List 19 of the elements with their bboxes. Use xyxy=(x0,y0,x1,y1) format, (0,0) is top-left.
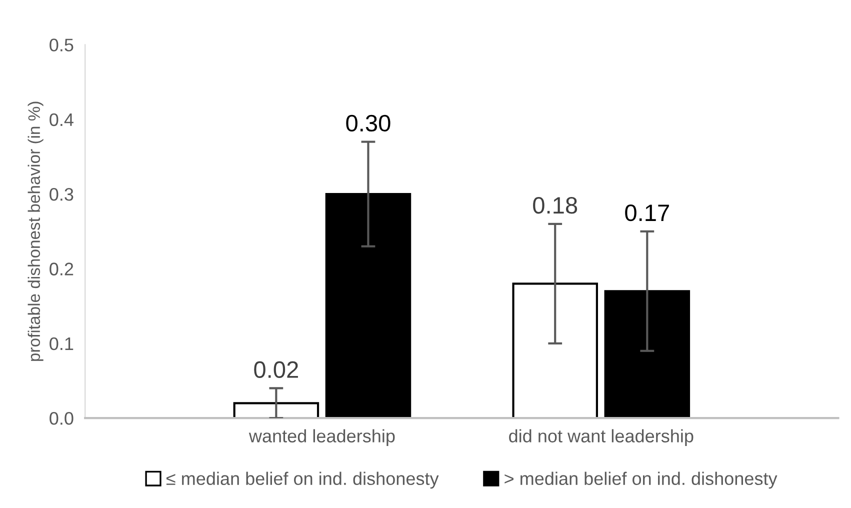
y-tick-label: 0.3 xyxy=(50,188,74,201)
data-label: 0.02 xyxy=(254,361,298,378)
legend-label: > median belief on ind. dishonesty xyxy=(504,472,778,489)
y-tick-label: 0.0 xyxy=(50,412,74,425)
y-tick-label: 0.5 xyxy=(50,38,74,52)
data-label: 0.30 xyxy=(346,114,390,132)
data-label: 0.17 xyxy=(625,204,669,222)
bar xyxy=(233,402,320,418)
y-axis-title: profitable dishonest behavior (in %) xyxy=(28,102,44,361)
x-tick-label: did not want leadership xyxy=(509,429,694,446)
bar xyxy=(604,290,690,418)
y-tick-label: 0.2 xyxy=(50,262,74,276)
bar xyxy=(325,193,412,418)
bar xyxy=(512,282,598,418)
y-tick-label: 0.4 xyxy=(50,113,74,126)
legend-label: ≤ median belief on ind. dishonesty xyxy=(166,472,439,489)
data-label: 0.18 xyxy=(533,196,578,214)
x-tick-label: wanted leadership xyxy=(248,429,395,446)
y-tick-label: 0.1 xyxy=(50,337,74,350)
